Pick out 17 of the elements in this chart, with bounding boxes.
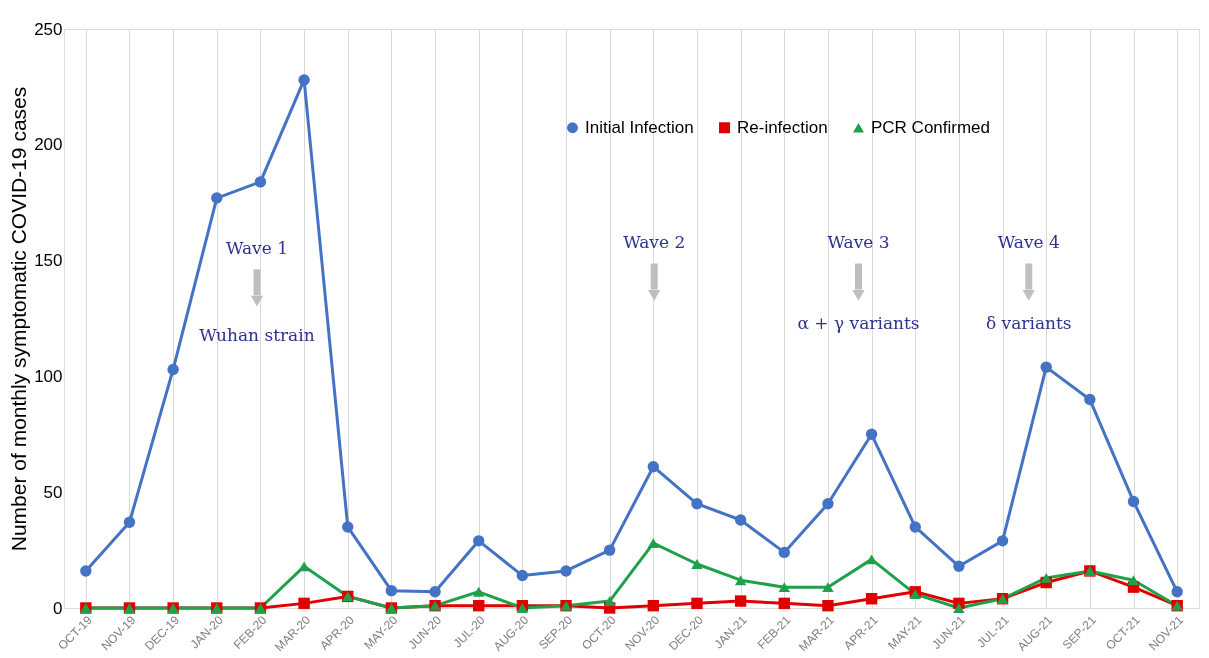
annotation: Wave 4 bbox=[997, 232, 1060, 253]
annotation: Wave 3 bbox=[827, 232, 890, 253]
legend-label: PCR Confirmed bbox=[871, 117, 991, 137]
legend-label: Initial Infection bbox=[585, 117, 694, 137]
y-tick-label: 200 bbox=[34, 135, 63, 155]
y-tick-label: 50 bbox=[43, 482, 63, 502]
y-tick-label: 0 bbox=[53, 598, 63, 618]
annotation: Wave 2 bbox=[623, 232, 686, 253]
annotation: Wuhan strain bbox=[199, 324, 315, 345]
annotation: α + γ variants bbox=[797, 313, 920, 334]
annotation: Wave 1 bbox=[225, 238, 288, 259]
y-tick-label: 250 bbox=[34, 19, 63, 39]
annotation: δ variants bbox=[985, 313, 1072, 334]
y-tick-label: 150 bbox=[34, 251, 63, 271]
legend-label: Re-infection bbox=[737, 117, 828, 137]
y-tick-label: 100 bbox=[34, 366, 63, 386]
y-axis-title: Number of monthly symptomatic COVID-19 cases bbox=[7, 86, 31, 552]
